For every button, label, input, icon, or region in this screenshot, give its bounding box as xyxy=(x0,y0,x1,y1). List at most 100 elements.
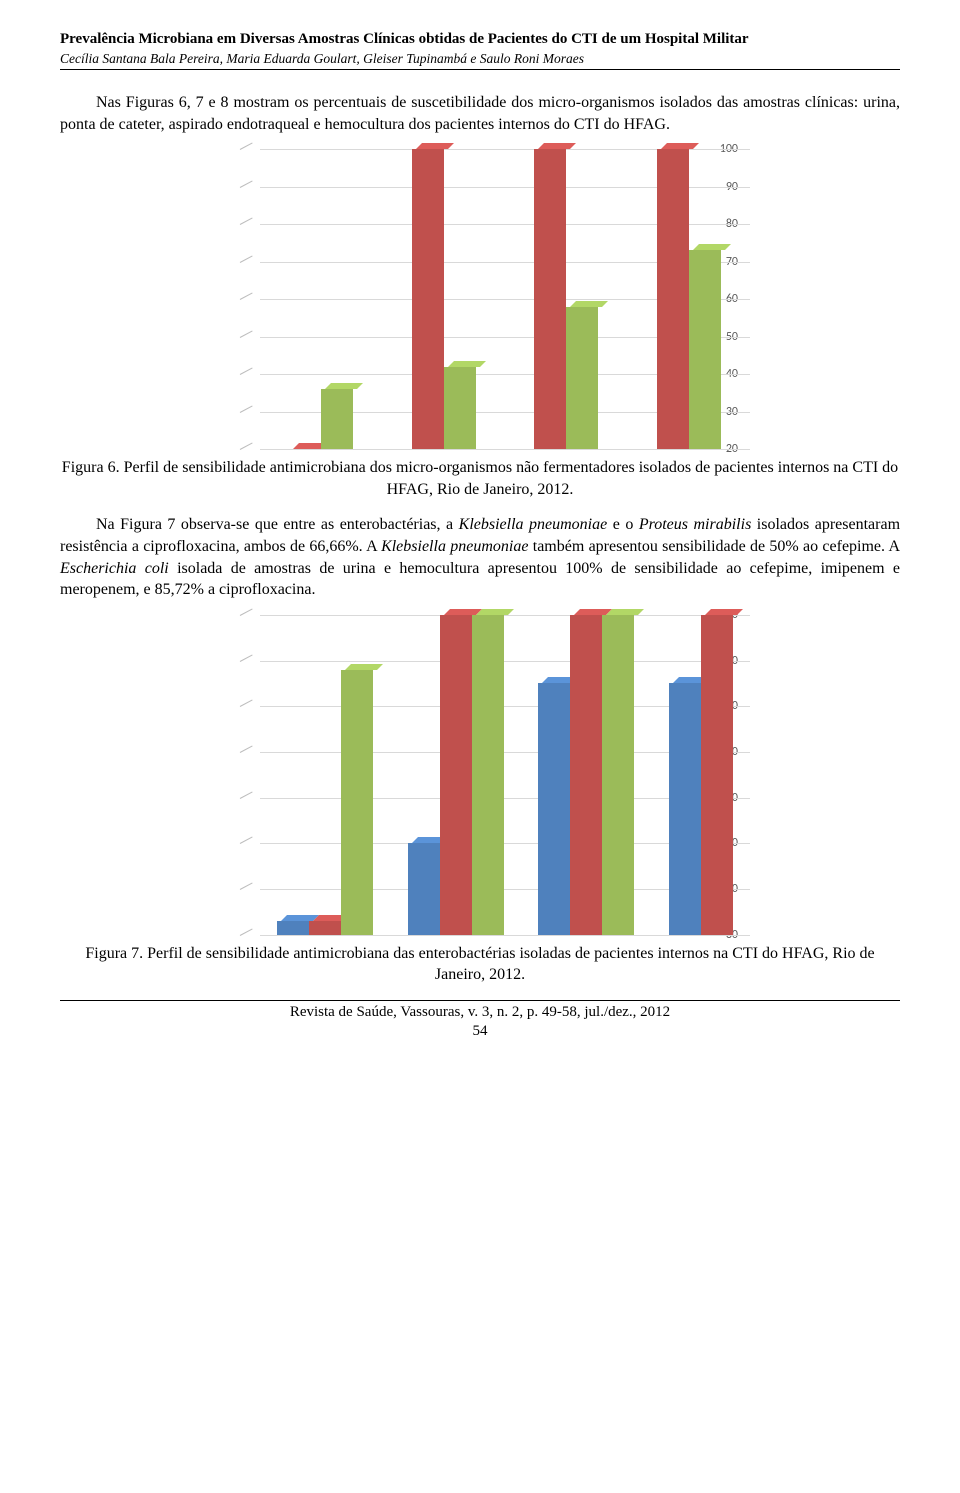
bar-face xyxy=(689,250,721,449)
gridline xyxy=(260,935,750,936)
p2-text: e o xyxy=(607,516,639,533)
bar-group xyxy=(289,149,353,449)
page-footer: Revista de Saúde, Vassouras, v. 3, n. 2,… xyxy=(60,1003,900,1042)
bar-face xyxy=(321,389,353,449)
bar-face xyxy=(412,149,444,449)
bar-group xyxy=(408,615,504,935)
p2-text: isolada de amostras de urina e hemocultu… xyxy=(60,560,900,599)
bar-green xyxy=(321,149,353,449)
bar-face xyxy=(408,843,440,934)
bar-face xyxy=(566,307,598,450)
bar-top-3d xyxy=(693,244,731,250)
bar-red xyxy=(309,615,341,935)
bar-face xyxy=(309,921,341,935)
bar-group xyxy=(657,149,721,449)
bar-green xyxy=(472,615,504,935)
axis-tick-3d xyxy=(240,837,253,844)
figure-7-caption: Figura 7. Perfil de sensibilidade antimi… xyxy=(60,943,900,986)
bar-face xyxy=(602,615,634,935)
bar-top-3d xyxy=(570,301,608,307)
bar-green xyxy=(689,149,721,449)
bar-green xyxy=(566,149,598,449)
bar-group xyxy=(412,149,476,449)
bar-top-3d xyxy=(606,609,644,615)
axis-tick-3d xyxy=(240,143,253,150)
bars-container xyxy=(260,615,750,935)
axis-tick-3d xyxy=(240,368,253,375)
p2-text: Na Figura 7 observa-se que entre as ente… xyxy=(96,516,459,533)
bar-group xyxy=(538,615,634,935)
figure-7-chart-wrap: 30405060708090100 xyxy=(60,615,900,935)
axis-tick-3d xyxy=(240,700,253,707)
bar-green xyxy=(341,615,373,935)
axis-tick-3d xyxy=(240,405,253,412)
bar-red xyxy=(412,149,444,449)
page-header: Prevalência Microbiana em Diversas Amost… xyxy=(60,30,900,70)
bar-top-3d xyxy=(345,664,383,670)
p2-species-2: Proteus mirabilis xyxy=(639,516,751,533)
bar-face xyxy=(440,615,472,935)
footer-page-number: 54 xyxy=(60,1022,900,1042)
header-divider xyxy=(60,69,900,70)
bar-face xyxy=(669,683,701,934)
bar-face xyxy=(570,615,602,935)
footer-citation: Revista de Saúde, Vassouras, v. 3, n. 2,… xyxy=(60,1003,900,1023)
bar-face xyxy=(701,615,733,935)
bar-red xyxy=(657,149,689,449)
bar-blue xyxy=(277,615,309,935)
bar-blue xyxy=(538,615,570,935)
bar-blue xyxy=(408,615,440,935)
bar-top-3d xyxy=(705,609,743,615)
bar-face xyxy=(341,670,373,935)
axis-tick-3d xyxy=(240,443,253,450)
plot-area xyxy=(260,615,750,935)
p2-text: também apresentou sensibilidade de 50% a… xyxy=(528,538,900,555)
axis-tick-3d xyxy=(240,330,253,337)
figure-6-chart-wrap: 2030405060708090100 xyxy=(60,149,900,449)
axis-tick-3d xyxy=(240,180,253,187)
bar-face xyxy=(277,921,309,935)
bar-red xyxy=(534,149,566,449)
bar-face xyxy=(534,149,566,449)
axis-tick-3d xyxy=(240,791,253,798)
p2-species-3: Klebsiella pneumoniae xyxy=(381,538,528,555)
article-title: Prevalência Microbiana em Diversas Amost… xyxy=(60,30,900,50)
bar-group xyxy=(277,615,373,935)
paragraph-intro: Nas Figuras 6, 7 e 8 mostram os percentu… xyxy=(60,92,900,135)
bar-red xyxy=(701,615,733,935)
axis-tick-3d xyxy=(240,608,253,615)
bar-green xyxy=(602,615,634,935)
p2-species-4: Escherichia coli xyxy=(60,560,169,577)
bar-red xyxy=(570,615,602,935)
gridline xyxy=(260,449,750,450)
bar-face xyxy=(538,683,570,934)
bar-red xyxy=(440,615,472,935)
bar-face xyxy=(472,615,504,935)
axis-tick-3d xyxy=(240,745,253,752)
axis-tick-3d xyxy=(240,883,253,890)
axis-tick-3d xyxy=(240,293,253,300)
bar-top-3d xyxy=(448,361,486,367)
bar-face xyxy=(657,149,689,449)
bar-green xyxy=(444,149,476,449)
figure-6-caption: Figura 6. Perfil de sensibilidade antimi… xyxy=(60,457,900,500)
footer-divider xyxy=(60,1000,900,1001)
bar-top-3d xyxy=(476,609,514,615)
axis-tick-3d xyxy=(240,654,253,661)
axis-tick-3d xyxy=(240,928,253,935)
axis-tick-3d xyxy=(240,218,253,225)
axis-tick-3d xyxy=(240,255,253,262)
figure-7-chart: 30405060708090100 xyxy=(200,615,760,935)
paragraph-fig7: Na Figura 7 observa-se que entre as ente… xyxy=(60,514,900,600)
figure-6-chart: 2030405060708090100 xyxy=(200,149,760,449)
p2-species-1: Klebsiella pneumoniae xyxy=(459,516,608,533)
bar-group xyxy=(669,615,733,935)
bars-container xyxy=(260,149,750,449)
bar-red xyxy=(289,149,321,449)
article-authors: Cecília Santana Bala Pereira, Maria Edua… xyxy=(60,50,900,68)
bar-face xyxy=(444,367,476,450)
plot-area xyxy=(260,149,750,449)
bar-top-3d xyxy=(325,383,363,389)
bar-blue xyxy=(669,615,701,935)
bar-group xyxy=(534,149,598,449)
